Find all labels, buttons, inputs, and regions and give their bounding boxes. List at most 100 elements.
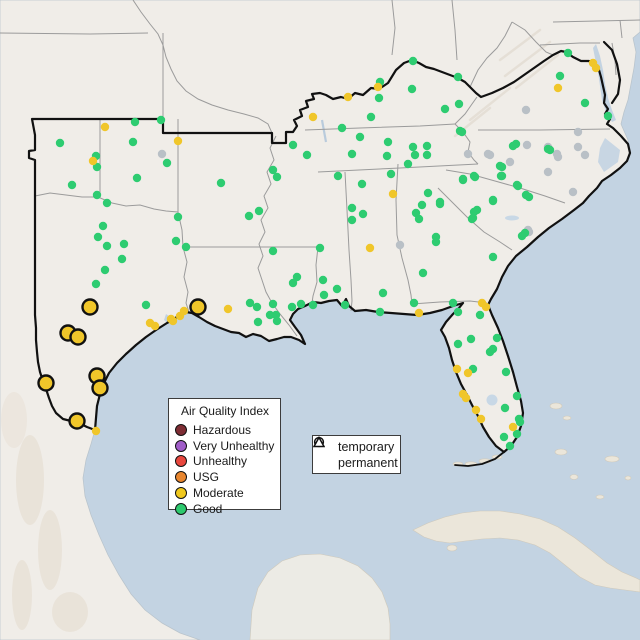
station-dot[interactable] <box>488 252 498 262</box>
station-dot[interactable] <box>55 138 65 148</box>
station-dot[interactable] <box>171 236 181 246</box>
station-dot[interactable] <box>395 240 405 250</box>
station-dot[interactable] <box>563 48 573 58</box>
station-dot[interactable] <box>333 171 343 181</box>
station-dot[interactable] <box>435 199 445 209</box>
station-dot[interactable] <box>522 140 532 150</box>
station-dot[interactable] <box>67 180 77 190</box>
station-dot[interactable] <box>422 141 432 151</box>
station-dot[interactable] <box>488 344 498 354</box>
station-dot[interactable] <box>92 162 102 172</box>
station-dot[interactable] <box>150 321 160 331</box>
station-dot-temporary[interactable] <box>37 374 55 392</box>
station-dot[interactable] <box>253 317 263 327</box>
station-dot[interactable] <box>288 140 298 150</box>
station-dot[interactable] <box>100 122 110 132</box>
station-dot[interactable] <box>553 83 563 93</box>
station-dot[interactable] <box>287 302 297 312</box>
station-dot[interactable] <box>272 172 282 182</box>
station-dot[interactable] <box>505 441 515 451</box>
station-dot[interactable] <box>463 368 473 378</box>
station-dot[interactable] <box>358 209 368 219</box>
station-dot[interactable] <box>252 302 262 312</box>
station-dot[interactable] <box>555 71 565 81</box>
station-dot[interactable] <box>244 211 254 221</box>
station-dot[interactable] <box>302 150 312 160</box>
station-dot[interactable] <box>157 149 167 159</box>
station-dot[interactable] <box>452 364 462 374</box>
station-dot[interactable] <box>476 414 486 424</box>
station-dot[interactable] <box>308 112 318 122</box>
station-dot[interactable] <box>521 105 531 115</box>
station-dot[interactable] <box>492 333 502 343</box>
station-dot[interactable] <box>268 299 278 309</box>
station-dot[interactable] <box>418 268 428 278</box>
station-dot[interactable] <box>347 149 357 159</box>
station-dot[interactable] <box>457 127 467 137</box>
station-dot[interactable] <box>355 132 365 142</box>
station-dot[interactable] <box>179 306 189 316</box>
station-dot[interactable] <box>471 405 481 415</box>
station-dot[interactable] <box>497 171 507 181</box>
station-dot[interactable] <box>245 298 255 308</box>
station-dot[interactable] <box>524 192 534 202</box>
station-dot[interactable] <box>423 188 433 198</box>
station-dot[interactable] <box>272 316 282 326</box>
station-dot[interactable] <box>91 279 101 289</box>
station-dot[interactable] <box>454 99 464 109</box>
station-dot[interactable] <box>553 152 563 162</box>
station-dot[interactable] <box>573 127 583 137</box>
station-dot[interactable] <box>388 189 398 199</box>
station-dot[interactable] <box>383 137 393 147</box>
station-dot[interactable] <box>119 239 129 249</box>
station-dot[interactable] <box>512 429 522 439</box>
station-dot[interactable] <box>357 179 367 189</box>
station-dot[interactable] <box>332 284 342 294</box>
station-dot[interactable] <box>408 142 418 152</box>
station-dot[interactable] <box>268 246 278 256</box>
station-dot[interactable] <box>366 112 376 122</box>
station-dot[interactable] <box>141 300 151 310</box>
station-dot[interactable] <box>88 156 98 166</box>
station-dot[interactable] <box>448 298 458 308</box>
station-dot[interactable] <box>254 206 264 216</box>
station-dot[interactable] <box>469 171 479 181</box>
station-dot[interactable] <box>573 142 583 152</box>
station-dot-temporary[interactable] <box>69 328 87 346</box>
station-dot[interactable] <box>156 115 166 125</box>
station-dot[interactable] <box>431 237 441 247</box>
station-dot[interactable] <box>481 302 491 312</box>
station-dot[interactable] <box>458 174 468 184</box>
station-dot[interactable] <box>347 203 357 213</box>
station-dot[interactable] <box>128 137 138 147</box>
station-dot[interactable] <box>168 316 178 326</box>
station-dot[interactable] <box>422 150 432 160</box>
station-dot[interactable] <box>475 310 485 320</box>
station-dot[interactable] <box>414 214 424 224</box>
station-dot[interactable] <box>347 215 357 225</box>
station-dot[interactable] <box>375 307 385 317</box>
station-dot[interactable] <box>469 207 479 217</box>
station-dot[interactable] <box>488 196 498 206</box>
station-dot[interactable] <box>296 299 306 309</box>
station-dot[interactable] <box>343 92 353 102</box>
station-dot[interactable] <box>414 308 424 318</box>
station-dot[interactable] <box>508 141 518 151</box>
station-dot[interactable] <box>461 393 471 403</box>
station-dot[interactable] <box>288 278 298 288</box>
station-dot[interactable] <box>512 180 522 190</box>
station-dot[interactable] <box>501 367 511 377</box>
station-dot[interactable] <box>453 307 463 317</box>
station-dot[interactable] <box>417 200 427 210</box>
station-dot[interactable] <box>100 265 110 275</box>
station-dot[interactable] <box>500 403 510 413</box>
station-dot[interactable] <box>485 150 495 160</box>
station-dot[interactable] <box>132 173 142 183</box>
station-dot[interactable] <box>102 198 112 208</box>
station-dot[interactable] <box>374 93 384 103</box>
station-dot[interactable] <box>410 150 420 160</box>
station-dot[interactable] <box>117 254 127 264</box>
station-dot[interactable] <box>543 167 553 177</box>
station-dot[interactable] <box>373 82 383 92</box>
